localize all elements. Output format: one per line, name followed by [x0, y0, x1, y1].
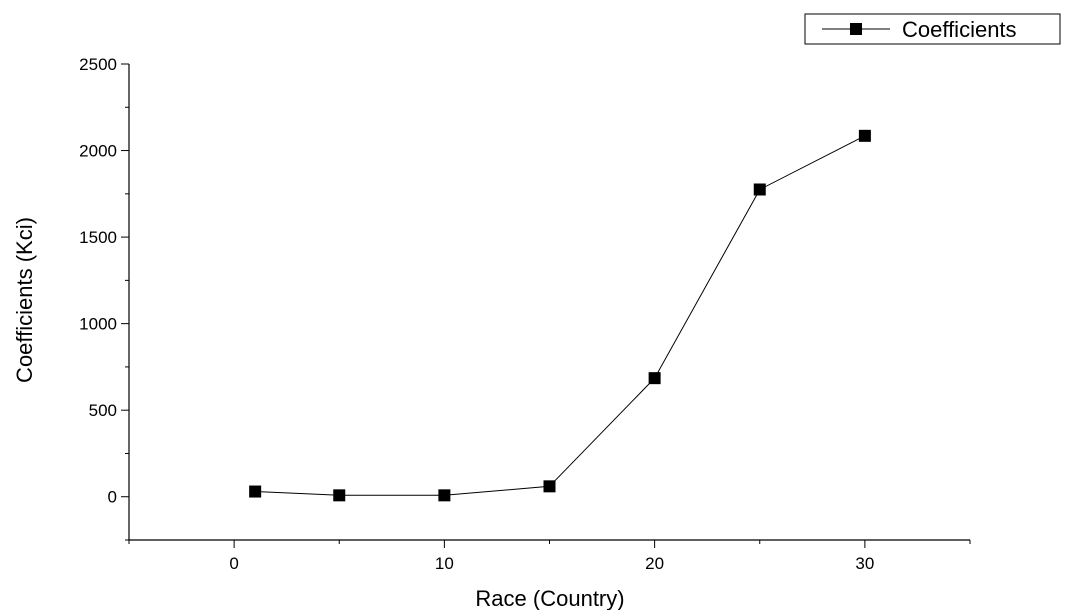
x-tick-label: 20 — [645, 554, 664, 573]
y-tick-label: 1000 — [79, 315, 117, 334]
legend-label: Coefficients — [902, 17, 1017, 42]
legend: Coefficients — [804, 13, 1061, 45]
y-tick-label: 500 — [89, 401, 117, 420]
y-tick-label: 2000 — [79, 142, 117, 161]
x-axis-title: Race (Country) — [475, 586, 624, 610]
data-point — [543, 480, 556, 493]
y-tick-label: 1500 — [79, 228, 117, 247]
data-point — [648, 372, 661, 385]
y-axis-title: Coefficients (Kci) — [12, 217, 37, 383]
axes — [128, 64, 970, 541]
data-point — [249, 485, 262, 498]
data-point — [858, 129, 871, 142]
x-tick-label: 10 — [435, 554, 454, 573]
y-tick-label: 0 — [108, 488, 117, 507]
x-tick-label: 30 — [855, 554, 874, 573]
series-layer — [249, 129, 871, 502]
data-point — [333, 489, 346, 502]
data-point — [438, 489, 451, 502]
y-tick-label: 2500 — [79, 55, 117, 74]
series-line — [255, 135, 866, 496]
ticks: 0 500 1000 1500 2000 2500 0 10 20 30 — [79, 55, 971, 573]
x-tick-label: 0 — [229, 554, 238, 573]
legend-marker — [850, 23, 862, 35]
data-point — [753, 183, 766, 196]
